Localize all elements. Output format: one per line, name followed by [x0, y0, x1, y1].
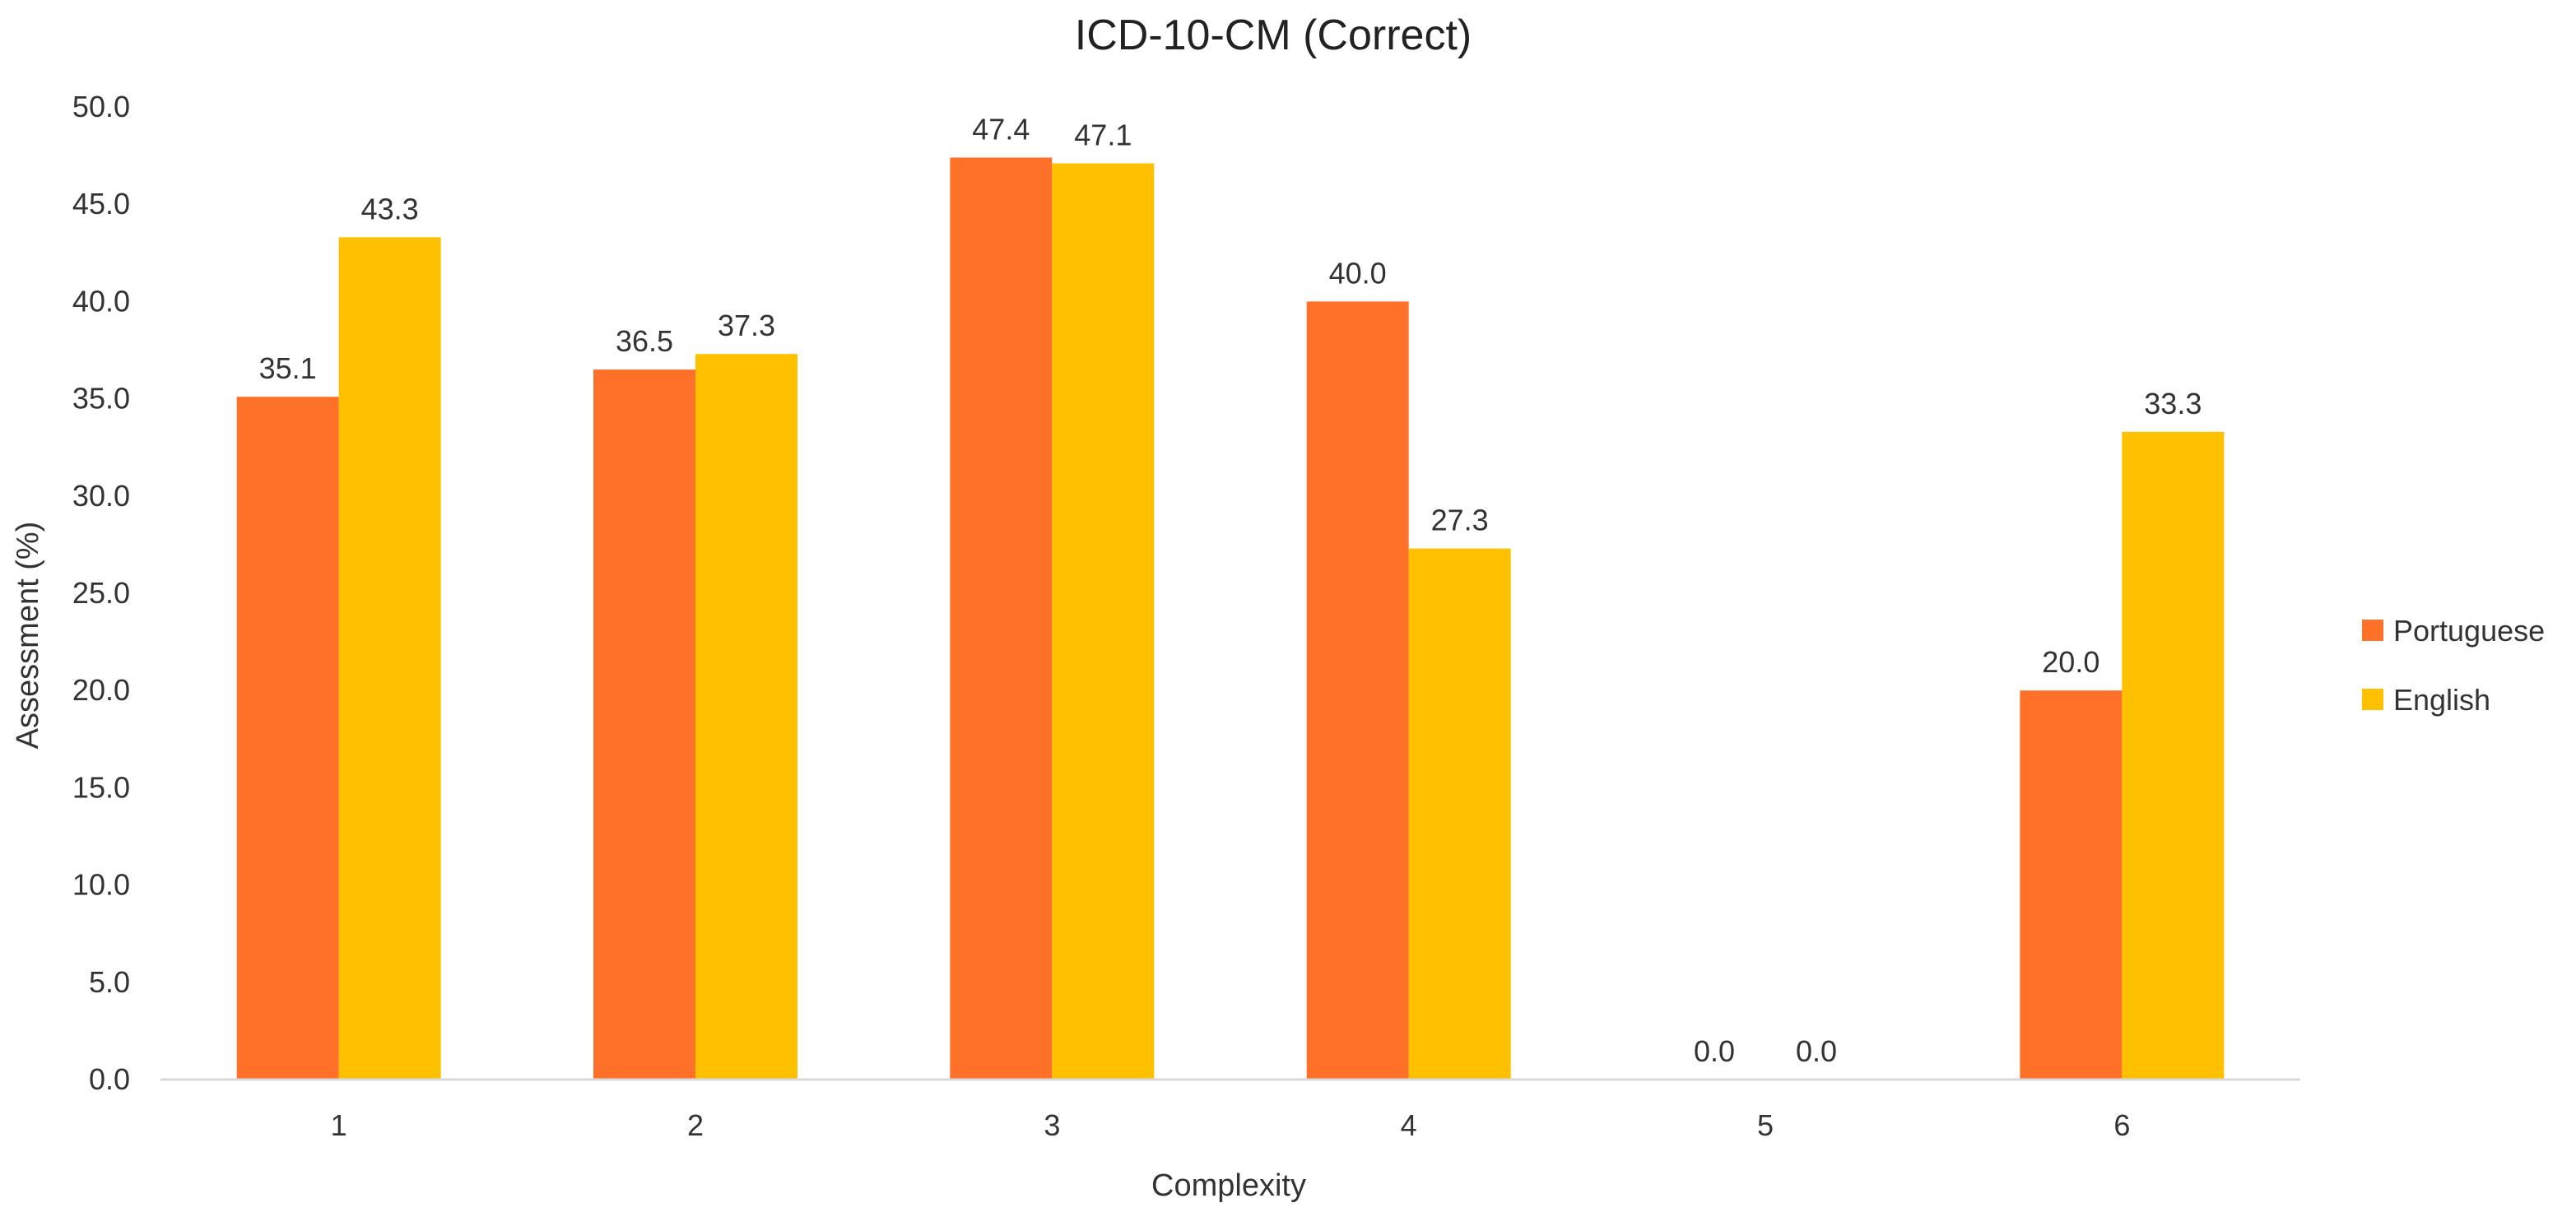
y-tick-label: 25.0	[72, 576, 130, 610]
bar-english-4	[1408, 548, 1511, 1080]
bar-english-3	[1052, 163, 1155, 1080]
x-tick-label: 1	[331, 1108, 347, 1142]
x-tick-label: 6	[2113, 1108, 2130, 1142]
data-label-english-6: 33.3	[2144, 387, 2202, 420]
bar-portuguese-2	[593, 369, 695, 1080]
chart-title: ICD-10-CM (Correct)	[1075, 12, 1472, 59]
legend-swatch-english	[2362, 689, 2383, 710]
x-axis-ticks: 1 2 3 4 5 6	[331, 1108, 2131, 1142]
bar-portuguese-1	[236, 397, 339, 1080]
y-tick-label: 30.0	[72, 479, 130, 513]
data-label-portuguese-4: 40.0	[1329, 256, 1387, 290]
bar-portuguese-3	[950, 157, 1053, 1080]
y-tick-label: 15.0	[72, 770, 130, 804]
data-label-english-1: 43.3	[361, 192, 419, 225]
y-tick-label: 50.0	[72, 90, 130, 123]
y-tick-label: 20.0	[72, 673, 130, 707]
x-tick-label: 3	[1044, 1108, 1060, 1142]
x-tick-label: 2	[687, 1108, 704, 1142]
y-tick-label: 5.0	[89, 965, 130, 999]
bar-english-1	[338, 237, 441, 1080]
legend-swatch-portuguese	[2362, 620, 2383, 641]
bar-english-2	[695, 354, 797, 1080]
data-label-english-4: 27.3	[1431, 504, 1489, 537]
data-label-portuguese-1: 35.1	[259, 351, 317, 385]
y-axis-ticks: 0.0 5.0 10.0 15.0 20.0 25.0 30.0 35.0 40.0 45.0 50…	[72, 90, 130, 1096]
legend-label-english: English	[2393, 683, 2490, 717]
y-tick-label: 35.0	[72, 382, 130, 416]
y-tick-label: 45.0	[72, 187, 130, 221]
data-label-portuguese-3: 47.4	[972, 112, 1030, 146]
x-tick-label: 5	[1757, 1108, 1774, 1142]
x-axis-title: Complexity	[1151, 1168, 1306, 1203]
y-tick-label: 40.0	[72, 284, 130, 318]
data-label-english-5: 0.0	[1796, 1034, 1837, 1068]
y-axis-title: Assessment (%)	[11, 522, 45, 750]
y-tick-label: 0.0	[89, 1062, 130, 1096]
bar-portuguese-4	[1306, 301, 1409, 1080]
y-tick-label: 10.0	[72, 868, 130, 902]
data-label-english-3: 47.1	[1074, 118, 1132, 152]
data-label-portuguese-2: 36.5	[616, 324, 673, 358]
data-label-portuguese-6: 20.0	[2042, 645, 2099, 679]
bars	[236, 157, 2225, 1080]
legend: Portuguese English	[2362, 614, 2545, 717]
data-label-english-2: 37.3	[718, 309, 775, 342]
bar-portuguese-6	[2020, 690, 2123, 1080]
bar-english-6	[2122, 431, 2225, 1080]
data-label-portuguese-5: 0.0	[1694, 1034, 1735, 1068]
data-labels: 35.1 43.3 36.5 37.3 47.4 47.1 40.0 27.3 0.0 0.0 20…	[259, 112, 2202, 1068]
legend-label-portuguese: Portuguese	[2393, 614, 2545, 648]
x-tick-label: 4	[1401, 1108, 1417, 1142]
